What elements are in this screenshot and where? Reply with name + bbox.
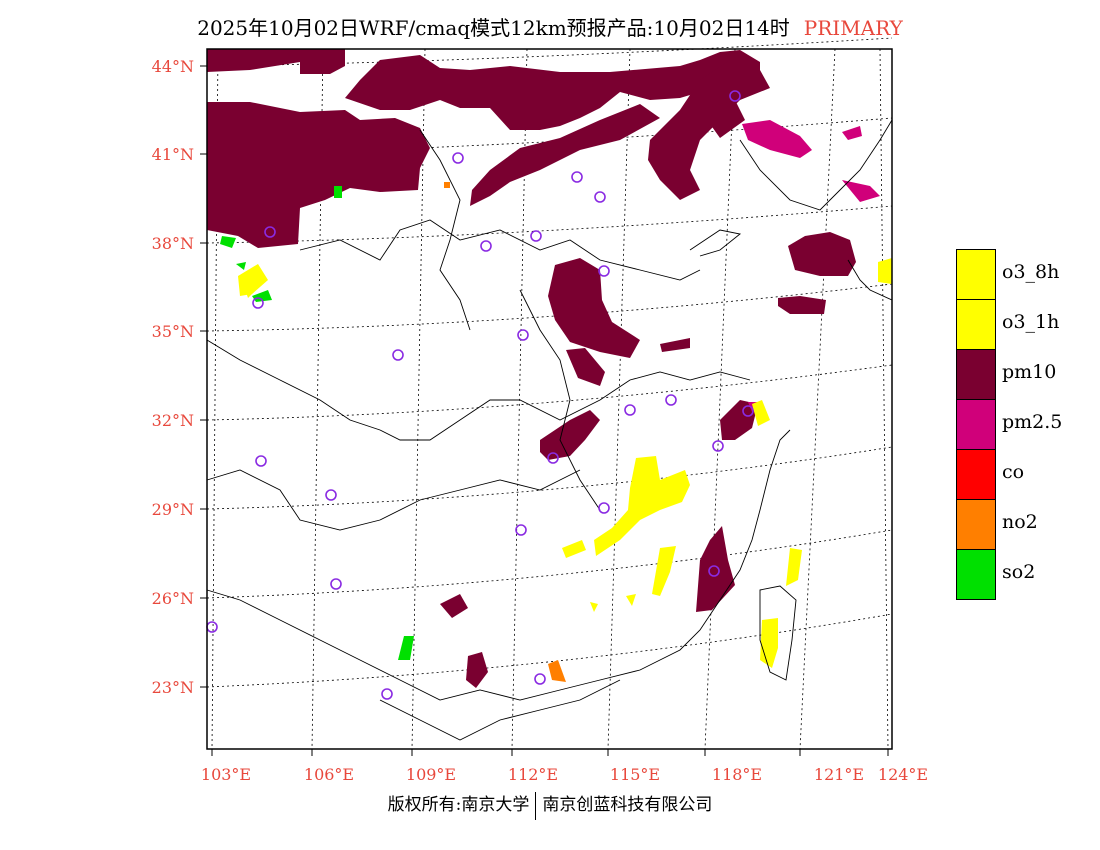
legend-label: no2: [1002, 511, 1038, 533]
station-marker: [571, 171, 583, 183]
pm10-regions: [207, 49, 856, 688]
legend-swatch: [956, 299, 996, 350]
station-marker: [598, 265, 610, 277]
legend-swatch: [956, 449, 996, 500]
legend-swatch: [956, 399, 996, 450]
legend-swatch: [956, 499, 996, 550]
pm25-regions: [742, 120, 880, 412]
station-marker: [325, 489, 337, 501]
lat-label: 44°N: [152, 57, 194, 76]
station-marker: [729, 90, 741, 102]
title-tag: PRIMARY: [803, 16, 903, 40]
copyright-footer: 版权所有:南京大学 南京创蓝科技有限公司: [0, 790, 1100, 820]
station-markers: [206, 90, 754, 700]
no2-regions: [444, 182, 566, 682]
lat-labels: 44°N 41°N 38°N 35°N 32°N 29°N 26°N 23°N: [152, 57, 194, 697]
station-marker: [742, 405, 754, 417]
footer-separator: [535, 791, 537, 820]
station-marker: [515, 524, 527, 536]
legend-swatch: [956, 249, 996, 300]
legend-label: so2: [1002, 561, 1036, 583]
map-title: 2025年10月02日WRF/cmaq模式12km预报产品:10月02日14时 P…: [0, 12, 1100, 41]
lat-ticks: [200, 65, 207, 688]
station-marker: [624, 404, 636, 416]
lat-label: 41°N: [152, 145, 194, 164]
station-marker: [381, 688, 393, 700]
footer-left: 版权所有:南京大学: [387, 795, 530, 815]
lon-label: 118°E: [712, 765, 762, 784]
lon-label: 121°E: [814, 765, 864, 784]
legend-label: o3_1h: [1002, 311, 1060, 333]
station-marker: [252, 297, 264, 309]
station-marker: [452, 152, 464, 164]
boundary-lines: [206, 119, 893, 741]
station-marker: [255, 455, 267, 467]
legend-swatch: [956, 349, 996, 400]
lat-label: 32°N: [152, 411, 194, 430]
station-marker: [480, 240, 492, 252]
lon-labels: 103°E 106°E 109°E 112°E 115°E 118°E 121°…: [201, 765, 928, 784]
title-main: 2025年10月02日WRF/cmaq模式12km预报产品:10月02日14时: [197, 16, 790, 40]
station-marker: [547, 452, 559, 464]
legend-label: co: [1002, 461, 1025, 483]
lon-label: 106°E: [304, 765, 354, 784]
lon-label: 124°E: [878, 765, 928, 784]
lon-label: 103°E: [201, 765, 251, 784]
legend-label: o3_8h: [1002, 261, 1060, 283]
lat-label: 26°N: [152, 589, 194, 608]
station-marker: [598, 502, 610, 514]
lat-label: 23°N: [152, 678, 194, 697]
station-marker: [264, 226, 276, 238]
map-border: [206, 48, 893, 750]
so2-regions: [220, 186, 414, 660]
lat-label: 38°N: [152, 234, 194, 253]
lat-label: 35°N: [152, 322, 194, 341]
station-marker: [665, 394, 677, 406]
lon-label: 109°E: [406, 765, 456, 784]
station-marker: [517, 329, 529, 341]
station-marker: [594, 191, 606, 203]
lon-label: 112°E: [508, 765, 558, 784]
lon-label: 115°E: [610, 765, 660, 784]
legend-label: pm10: [1002, 361, 1057, 383]
legend-label: pm2.5: [1002, 411, 1063, 433]
station-marker: [530, 230, 542, 242]
station-marker: [708, 565, 720, 577]
legend-swatch: [956, 549, 996, 600]
station-marker: [534, 673, 546, 685]
station-marker: [712, 440, 724, 452]
lon-ticks: [211, 749, 889, 756]
station-marker: [330, 578, 342, 590]
footer-right: 南京创蓝科技有限公司: [542, 795, 713, 815]
station-marker: [392, 349, 404, 361]
lat-label: 29°N: [152, 500, 194, 519]
